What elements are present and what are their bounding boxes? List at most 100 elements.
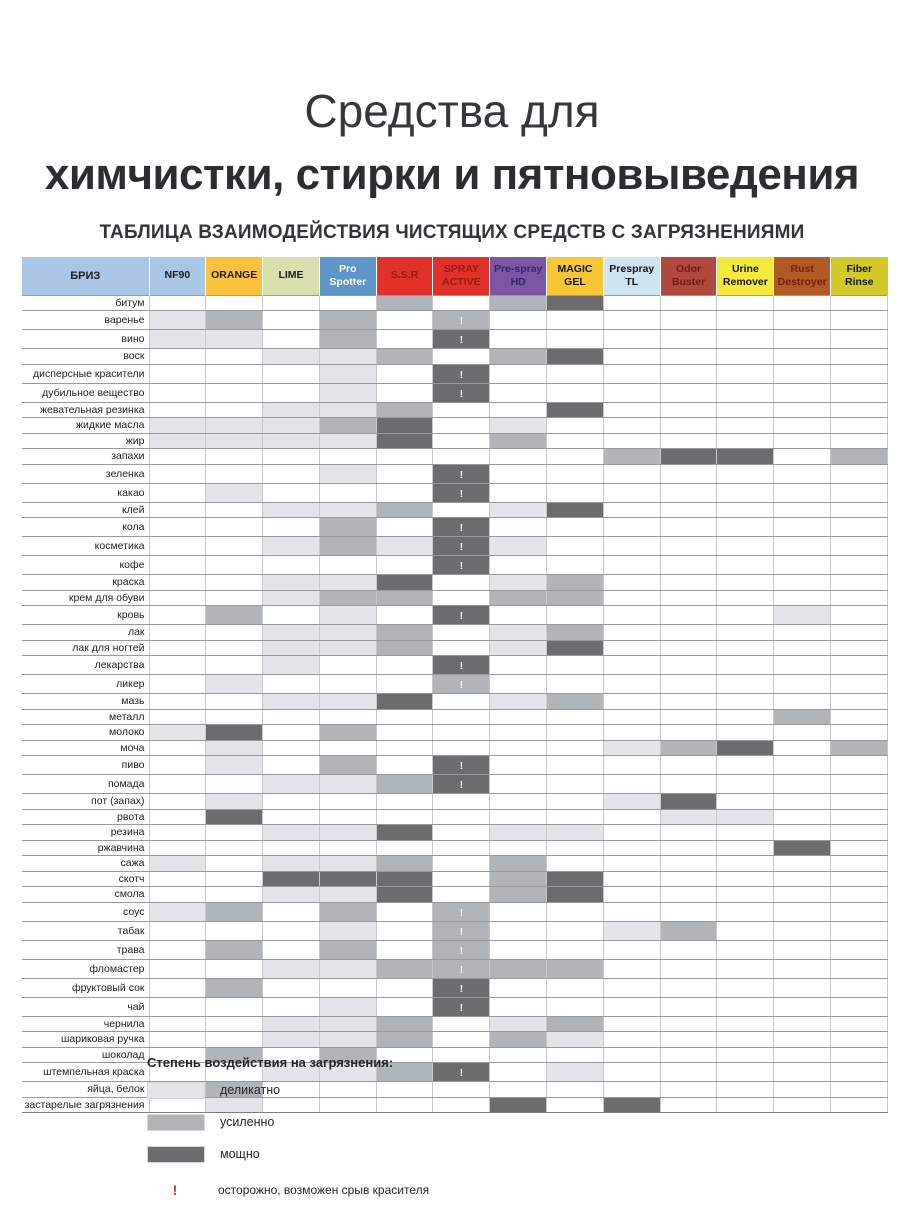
- matrix-cell: [659, 605, 718, 625]
- matrix-cell: [602, 329, 661, 349]
- matrix-cell: [262, 870, 320, 887]
- matrix-cell: [432, 348, 491, 365]
- matrix-cell: [489, 401, 548, 418]
- row-label: чернила: [22, 1015, 150, 1032]
- matrix-cell: [318, 1031, 377, 1048]
- matrix-cell: !: [432, 977, 491, 998]
- table-row: краска: [22, 574, 888, 591]
- matrix-cell: [830, 1081, 888, 1098]
- matrix-cell: [262, 589, 320, 606]
- matrix-cell: [375, 724, 434, 741]
- column-header: Rust Destroyer: [773, 257, 831, 295]
- matrix-cell: [830, 605, 888, 625]
- matrix-cell: [205, 639, 264, 656]
- table-row: битум: [22, 294, 888, 311]
- row-label: кофе: [22, 555, 150, 575]
- matrix-cell: [148, 448, 207, 465]
- matrix-cell: [375, 901, 434, 922]
- matrix-cell: [602, 839, 661, 856]
- matrix-cell: [148, 624, 207, 641]
- matrix-cell: [546, 739, 604, 756]
- legend-caution-row: ! осторожно, возможен срыв красителя: [147, 1182, 707, 1198]
- matrix-cell: [262, 417, 320, 434]
- table-row: моча: [22, 739, 888, 756]
- matrix-cell: [659, 294, 718, 311]
- matrix-cell: [830, 363, 888, 384]
- table-row: штемпельная краска!: [22, 1062, 888, 1082]
- matrix-cell: [432, 401, 491, 418]
- matrix-cell: [716, 501, 775, 518]
- matrix-cell: [375, 886, 434, 903]
- matrix-cell: [148, 870, 207, 887]
- matrix-cell: [546, 920, 604, 941]
- matrix-cell: [489, 574, 548, 591]
- matrix-cell: [773, 774, 832, 794]
- matrix-cell: [773, 401, 832, 418]
- matrix-cell: [489, 739, 548, 756]
- matrix-cell: [659, 886, 718, 903]
- matrix-cell: !: [432, 605, 491, 625]
- matrix-cell: [432, 739, 491, 756]
- matrix-cell: [318, 808, 377, 825]
- matrix-cell: [659, 536, 718, 556]
- matrix-cell: [318, 958, 377, 979]
- matrix-cell: [773, 724, 832, 741]
- matrix-cell: [205, 755, 264, 775]
- matrix-cell: [830, 432, 888, 449]
- matrix-cell: [148, 824, 207, 841]
- matrix-cell: [318, 655, 377, 675]
- matrix-cell: [716, 739, 775, 756]
- cell-caution-mark: !: [459, 945, 464, 957]
- matrix-cell: [546, 774, 604, 794]
- matrix-cell: [148, 382, 207, 403]
- matrix-cell: [602, 639, 661, 656]
- row-label: молоко: [22, 724, 150, 741]
- matrix-cell: [546, 624, 604, 641]
- matrix-cell: [602, 708, 661, 725]
- table-row: ржавчина: [22, 839, 888, 856]
- matrix-cell: [205, 1096, 264, 1113]
- matrix-cell: [205, 824, 264, 841]
- matrix-cell: [148, 463, 207, 484]
- matrix-cell: [716, 920, 775, 941]
- matrix-cell: [148, 774, 207, 794]
- matrix-cell: [318, 870, 377, 887]
- matrix-cell: [830, 574, 888, 591]
- matrix-cell: [318, 739, 377, 756]
- row-label: вино: [22, 329, 150, 349]
- matrix-cell: [205, 482, 264, 503]
- matrix-cell: [148, 755, 207, 775]
- table-row: помада!: [22, 774, 888, 794]
- matrix-cell: [375, 536, 434, 556]
- matrix-cell: [375, 920, 434, 941]
- matrix-cell: [546, 977, 604, 998]
- row-label: жидкие масла: [22, 417, 150, 434]
- matrix-cell: [602, 739, 661, 756]
- matrix-cell: [659, 482, 718, 503]
- matrix-cell: [546, 432, 604, 449]
- matrix-cell: [830, 1096, 888, 1113]
- matrix-cell: [375, 555, 434, 575]
- matrix-cell: [773, 996, 832, 1017]
- matrix-cell: [773, 517, 832, 537]
- matrix-cell: [716, 1062, 775, 1082]
- matrix-cell: [205, 448, 264, 465]
- matrix-cell: [830, 589, 888, 606]
- matrix-cell: [716, 310, 775, 330]
- legend-swatch: [147, 1145, 205, 1163]
- matrix-cell: [318, 310, 377, 330]
- matrix-cell: [716, 401, 775, 418]
- matrix-cell: [546, 294, 604, 311]
- matrix-cell: [318, 329, 377, 349]
- matrix-cell: [375, 824, 434, 841]
- matrix-cell: [489, 774, 548, 794]
- row-label: какао: [22, 482, 150, 503]
- matrix-cell: [716, 855, 775, 872]
- matrix-cell: [546, 901, 604, 922]
- matrix-cell: !: [432, 536, 491, 556]
- matrix-cell: [659, 739, 718, 756]
- matrix-cell: [659, 996, 718, 1017]
- matrix-cell: [262, 708, 320, 725]
- matrix-cell: !: [432, 555, 491, 575]
- matrix-cell: [830, 996, 888, 1017]
